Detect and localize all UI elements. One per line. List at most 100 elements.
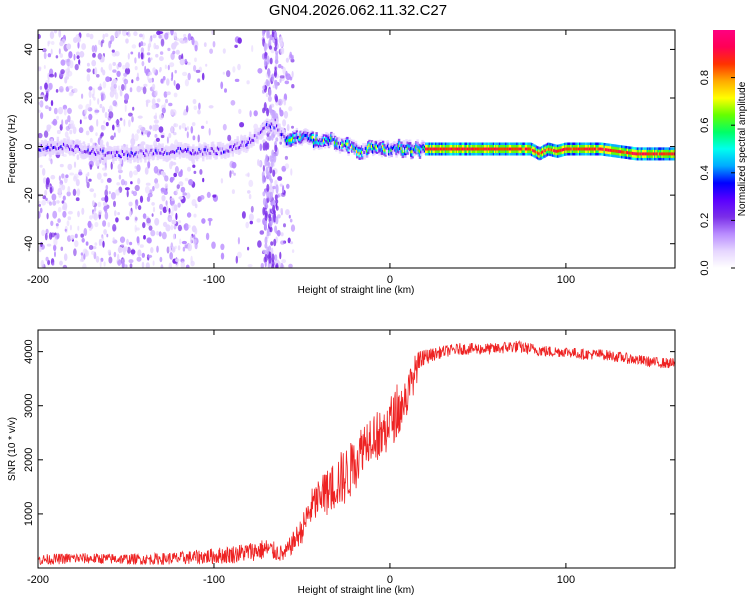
noise-speckle	[158, 34, 162, 39]
noise-speckle	[142, 33, 145, 40]
ridge-core	[75, 144, 78, 148]
noise-speckle	[275, 205, 279, 211]
noise-speckle	[156, 245, 159, 253]
noise-speckle	[183, 33, 187, 38]
noise-speckle	[271, 73, 275, 82]
ridge-core	[91, 149, 94, 153]
snr-line	[38, 340, 675, 566]
ridge-core	[585, 147, 588, 151]
noise-speckle	[126, 189, 129, 198]
noise-speckle	[133, 170, 138, 176]
noise-speckle	[287, 237, 291, 244]
ridge-core	[347, 148, 350, 152]
noise-speckle	[129, 170, 133, 178]
noise-speckle	[152, 67, 156, 74]
noise-speckle	[46, 212, 49, 220]
noise-speckle	[154, 182, 160, 189]
noise-speckle	[42, 48, 47, 53]
noise-speckle	[73, 175, 77, 182]
noise-speckle	[197, 109, 201, 115]
noise-speckle	[142, 222, 146, 229]
noise-speckle	[89, 164, 93, 170]
noise-speckle	[79, 258, 85, 262]
snr-panel: -200 -100 0 100 1000 2000 3000 4000 Height of …	[7, 329, 676, 596]
noise-speckle	[291, 84, 295, 89]
noise-speckle	[120, 179, 125, 186]
ridge-core	[530, 148, 534, 152]
noise-speckle	[88, 178, 92, 182]
noise-speckle	[137, 115, 143, 119]
ridge-core	[332, 138, 335, 142]
noise-speckle	[64, 119, 69, 125]
noise-speckle	[160, 264, 164, 268]
noise-speckle	[182, 71, 188, 77]
noise-speckle	[283, 110, 289, 119]
colorbar-tick-label: 0.4	[699, 165, 711, 180]
noise-speckle	[104, 111, 108, 119]
noise-speckle	[89, 137, 93, 143]
noise-speckle	[248, 213, 254, 221]
noise-speckle	[220, 81, 224, 90]
ridge-core	[179, 147, 183, 151]
noise-speckle	[103, 261, 106, 267]
noise-speckle	[272, 169, 276, 177]
ridge-core	[294, 138, 297, 142]
noise-speckle	[165, 98, 168, 104]
noise-speckle	[81, 43, 86, 50]
noise-speckle	[103, 120, 106, 124]
ridge-core	[198, 147, 201, 151]
noise-speckle	[99, 103, 103, 109]
ridge-core	[195, 152, 199, 156]
noise-speckle	[173, 80, 176, 86]
colorbar-gradient	[713, 30, 735, 268]
ridge-core	[349, 143, 353, 147]
colorbar-tick-label: 0.6	[699, 118, 711, 133]
snr-y-ticks: 1000 2000 3000 4000	[23, 339, 675, 526]
noise-speckle	[81, 237, 85, 243]
noise-speckle	[212, 41, 216, 48]
noise-speckle	[41, 229, 46, 236]
noise-speckle	[220, 243, 225, 250]
ridge-core	[662, 152, 666, 156]
noise-speckle	[123, 246, 129, 252]
ridge-core	[588, 147, 592, 151]
ridge-core	[538, 152, 541, 156]
noise-speckle	[222, 48, 226, 54]
noise-speckle	[101, 55, 105, 63]
noise-speckle	[266, 31, 270, 39]
noise-speckle	[94, 44, 98, 53]
noise-speckle	[153, 115, 157, 120]
noise-speckle	[193, 213, 197, 218]
noise-speckle	[182, 246, 186, 252]
noise-speckle	[128, 201, 133, 207]
ridge-core	[359, 149, 363, 153]
noise-speckle	[62, 195, 66, 201]
noise-speckle	[173, 132, 177, 136]
noise-speckle	[170, 30, 174, 36]
noise-speckle	[275, 184, 279, 194]
noise-speckle	[250, 205, 254, 213]
ridge-core	[236, 141, 239, 145]
noise-speckle	[130, 51, 134, 55]
noise-speckle	[48, 106, 52, 112]
noise-speckle	[114, 210, 117, 217]
noise-speckle	[139, 244, 144, 248]
noise-speckle	[39, 164, 43, 168]
ridge-core	[259, 130, 263, 134]
colorbar: 0.0 0.2 0.4 0.6 0.8 Normalized spectral ampl…	[699, 30, 748, 276]
noise-speckle	[59, 163, 64, 168]
ridge-core	[213, 149, 216, 153]
noise-speckle	[171, 219, 177, 225]
noise-speckle	[115, 217, 119, 223]
y-tick-label: -40	[23, 236, 35, 252]
noise-speckle	[283, 93, 288, 101]
noise-speckle	[83, 228, 88, 236]
noise-speckle	[86, 33, 90, 38]
noise-speckle	[81, 93, 84, 99]
ridge-core	[197, 151, 200, 155]
noise-speckle	[288, 263, 293, 268]
noise-speckle	[180, 186, 186, 193]
noise-speckle	[51, 262, 55, 266]
noise-speckle	[265, 166, 269, 176]
noise-speckle	[114, 30, 120, 38]
